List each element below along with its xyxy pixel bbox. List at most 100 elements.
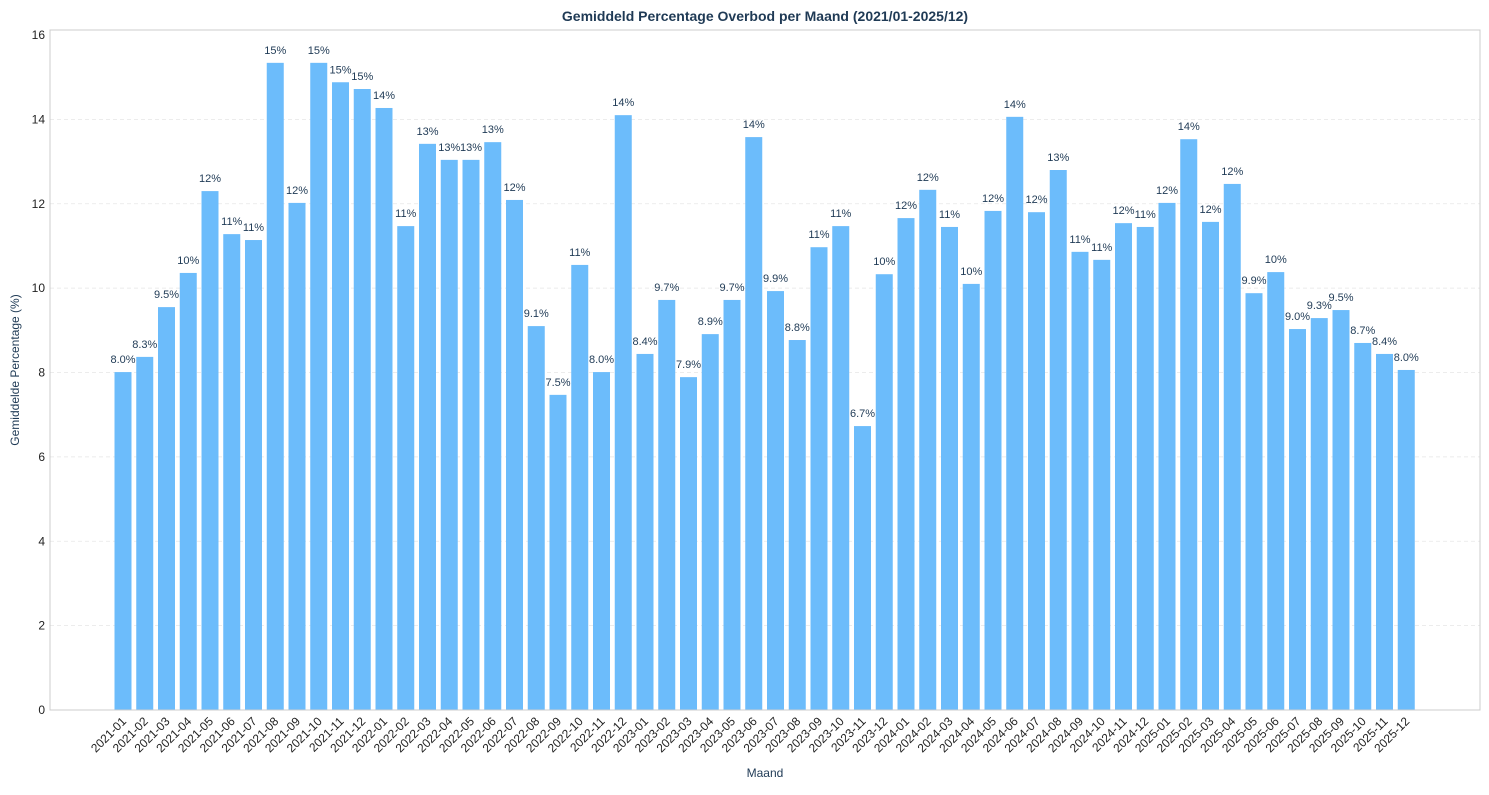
data-label: 11%: [1069, 234, 1090, 246]
data-label: 9.1%: [524, 308, 549, 320]
bar: [962, 283, 980, 710]
data-label: 13%: [416, 126, 438, 138]
bar: [1245, 293, 1263, 710]
bar: [788, 340, 806, 710]
y-tick-label: 4: [38, 534, 45, 548]
data-label: 9.0%: [1285, 311, 1310, 323]
bar: [1093, 259, 1111, 710]
bar: [397, 226, 415, 710]
data-label: 11%: [1135, 209, 1156, 221]
data-label: 12%: [1112, 205, 1134, 217]
data-label: 12%: [895, 200, 917, 212]
data-label: 11%: [939, 209, 960, 221]
x-axis-ticks: 2021-012021-022021-032021-042021-052021-…: [88, 714, 1413, 755]
data-label: 9.5%: [154, 289, 179, 301]
data-label: 12%: [917, 172, 939, 184]
data-label: 14%: [373, 90, 395, 102]
bar: [549, 394, 567, 710]
y-axis-ticks: 0 2 4 6 8 10 12 14 16: [32, 28, 46, 717]
bar: [854, 426, 871, 710]
bar: [636, 353, 654, 710]
bar: [506, 199, 523, 710]
bar: [658, 299, 676, 710]
bar: [919, 189, 937, 710]
data-label: 11%: [243, 222, 264, 234]
bar: [440, 159, 458, 710]
bars: [114, 62, 1415, 710]
bar: [484, 142, 502, 710]
data-label: 12%: [1156, 185, 1178, 197]
bar: [310, 62, 328, 710]
bar: [810, 247, 828, 710]
data-label: 12%: [199, 173, 221, 185]
data-label: 12%: [503, 182, 525, 194]
data-label: 7.5%: [545, 377, 570, 389]
bar: [527, 326, 545, 710]
bar: [593, 372, 610, 710]
bar: [1267, 272, 1285, 710]
data-label: 8.8%: [785, 322, 810, 334]
data-label: 9.5%: [1328, 292, 1353, 304]
chart-title: Gemiddeld Percentage Overbod per Maand (…: [562, 8, 968, 24]
grid-lines: [50, 118, 1480, 627]
data-label: 14%: [743, 119, 765, 131]
data-label: 8.0%: [110, 354, 135, 366]
data-label: 8.3%: [132, 339, 157, 351]
bar: [1223, 183, 1241, 710]
y-tick-label: 10: [32, 281, 46, 295]
data-label: 15%: [351, 71, 373, 83]
data-label: 11%: [221, 216, 242, 228]
data-label: 13%: [460, 142, 482, 154]
data-labels: 8.0%8.3%9.5%10%12%11% 11%15%12%15%15%15%1…: [110, 45, 1419, 420]
data-label: 11%: [1091, 242, 1112, 254]
bar: [288, 202, 306, 710]
data-label: 12%: [1221, 166, 1243, 178]
bar: [1071, 251, 1089, 710]
data-label: 10%: [873, 256, 895, 268]
bar: [875, 274, 893, 710]
data-label: 9.3%: [1307, 300, 1332, 312]
y-axis-label: Gemiddelde Percentage (%): [8, 294, 22, 445]
bar: [723, 299, 741, 710]
bar: [767, 291, 784, 710]
data-label: 10%: [1265, 254, 1287, 266]
data-label: 15%: [329, 64, 351, 76]
bar: [1202, 221, 1219, 710]
bar: [897, 218, 915, 710]
data-label: 11%: [395, 208, 416, 220]
data-label: 8.0%: [1394, 352, 1419, 364]
bar: [223, 234, 241, 710]
bar: [419, 143, 436, 710]
bar: [179, 272, 197, 710]
y-tick-label: 0: [38, 703, 45, 717]
plot-frame: [49, 29, 1481, 711]
bar: [266, 62, 284, 710]
data-label: 8.9%: [698, 316, 723, 328]
data-label: 8.0%: [589, 354, 614, 366]
bar: [1310, 318, 1328, 710]
data-label: 13%: [482, 124, 504, 136]
data-label: 15%: [308, 45, 330, 57]
data-label: 9.7%: [719, 282, 744, 294]
bar: [1028, 212, 1045, 710]
bar: [1397, 369, 1415, 710]
bar: [136, 356, 154, 710]
bar: [332, 82, 349, 710]
bar: [1332, 310, 1350, 710]
data-label: 13%: [1047, 152, 1069, 164]
data-label: 15%: [264, 45, 286, 57]
data-label: 14%: [1178, 121, 1200, 133]
bar: [353, 89, 371, 710]
bar: [571, 264, 589, 710]
bar: [1158, 202, 1176, 710]
bar: [1115, 223, 1132, 710]
data-label: 14%: [1004, 99, 1026, 111]
data-label: 8.4%: [632, 336, 657, 348]
x-axis-label: Maand: [747, 766, 784, 780]
bar: [832, 226, 850, 710]
y-tick-label: 12: [32, 197, 46, 211]
data-label: 9.9%: [763, 273, 788, 285]
bar: [1354, 342, 1372, 710]
bar: [680, 377, 697, 710]
data-label: 12%: [982, 193, 1004, 205]
